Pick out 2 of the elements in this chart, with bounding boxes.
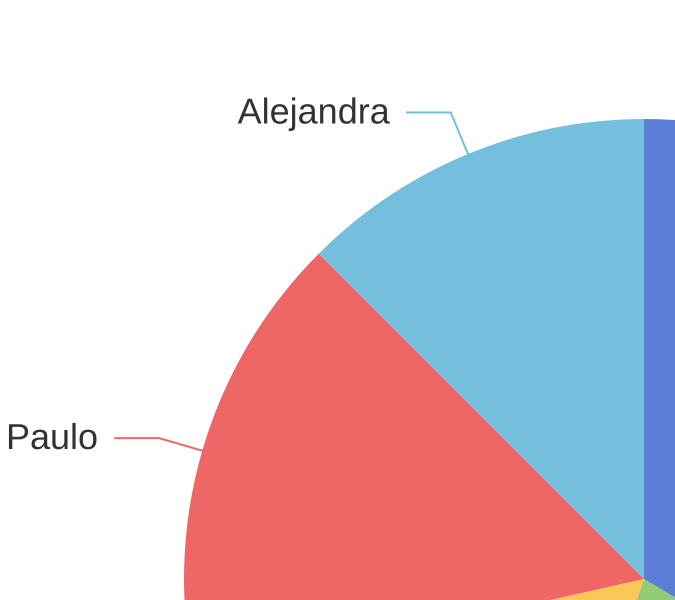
slice-label: Paulo (6, 416, 98, 458)
slice-label: Alejandra (238, 90, 391, 132)
